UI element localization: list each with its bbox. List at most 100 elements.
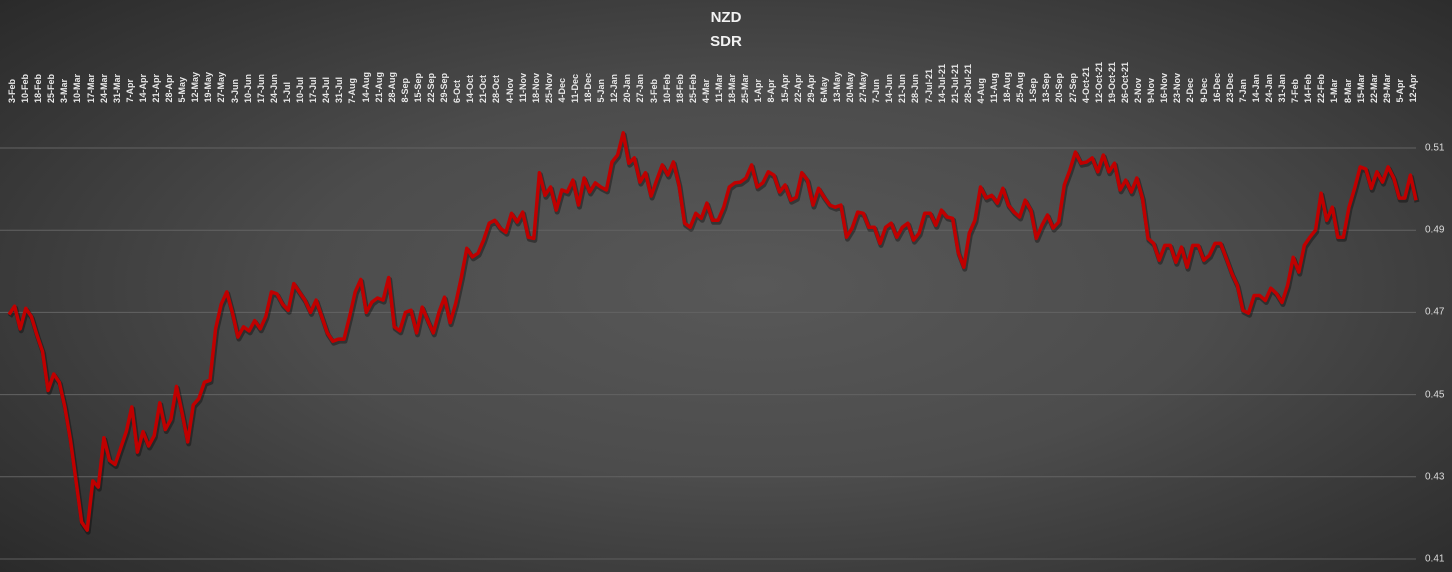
x-tick-label: 28-Oct (491, 74, 502, 103)
x-tick-label: 7-Jun (871, 78, 882, 103)
x-tick-label: 25-Feb (687, 73, 698, 103)
x-tick-label: 21-Oct (478, 74, 489, 103)
x-tick-label: 22-Sep (425, 73, 436, 103)
x-tick-label: 29-Mar (1381, 73, 1392, 103)
x-tick-label: 4-Aug (975, 77, 986, 104)
x-tick-label: 25-Aug (1015, 72, 1026, 103)
series-line (7, 131, 1418, 532)
x-tick-label: 11-Mar (714, 74, 725, 103)
x-tick-label: 14-Jan (1250, 74, 1261, 103)
x-tick-label: 31-Mar (111, 73, 122, 103)
x-tick-label: 7-Aug (347, 77, 358, 104)
x-tick-label: 28-Aug (386, 72, 397, 103)
x-tick-label: 27-Sep (1067, 73, 1078, 103)
x-tick-label: 16-Nov (1159, 72, 1170, 103)
x-tick-label: 27-May (858, 72, 869, 103)
x-tick-label: 1-Sep (1028, 78, 1039, 103)
x-tick-label: 17-Jun (255, 73, 266, 103)
x-tick-label: 20-Sep (1054, 73, 1065, 103)
x-tick-label: 17-Mar (85, 73, 96, 103)
x-tick-label: 17-Jul (308, 76, 319, 103)
x-tick-label: 24-Jan (1263, 74, 1274, 103)
x-tick-label: 19-May (203, 72, 214, 103)
x-tick-label: 8-Apr (766, 79, 777, 103)
x-tick-label: 9-Dec (1198, 78, 1209, 103)
series-line-shadow (7, 132, 1420, 535)
x-tick-label: 12-Jan (609, 74, 620, 103)
x-tick-label: 7-Jan (1237, 79, 1248, 103)
x-tick-label: 20-May (844, 72, 855, 103)
x-tick-label: 7-Apr (124, 79, 135, 103)
x-tick-label: 10-Jun (242, 73, 253, 103)
y-tick-label: 0.47 (1425, 306, 1445, 318)
x-tick-label: 28-Jul-21 (962, 63, 973, 103)
x-tick-label: 29-Sep (439, 73, 450, 103)
x-tick-label: 8-Sep (399, 78, 410, 103)
x-tick-label: 1-Jul (281, 81, 292, 103)
x-tick-label: 4-Nov (504, 77, 515, 103)
x-tick-label: 5-May (177, 77, 188, 103)
y-tick-label: 0.49 (1425, 224, 1445, 236)
x-tick-label: 21-Apr (151, 74, 162, 103)
x-tick-label: 14-Apr (137, 74, 148, 103)
x-tick-label: 25-Nov (543, 72, 554, 103)
x-tick-label: 2-Dec (1185, 78, 1196, 103)
x-tick-label: 11-Dec (570, 73, 581, 103)
x-tick-label: 14-Oct (465, 74, 476, 103)
x-tick-label: 7-Jul-21 (923, 68, 934, 103)
x-tick-label: 5-Jan (596, 79, 607, 103)
x-tick-label: 21-Jun (897, 73, 908, 103)
y-tick-label: 0.41 (1425, 553, 1445, 565)
x-tick-label: 25-Feb (46, 73, 57, 103)
x-tick-label: 18-Mar (727, 73, 738, 103)
x-tick-label: 22-Apr (792, 74, 803, 103)
x-tick-label: 10-Jul (295, 76, 306, 103)
x-tick-label: 3-Feb (648, 78, 659, 103)
x-tick-label: 27-Jan (635, 74, 646, 103)
x-tick-label: 24-Jun (268, 73, 279, 103)
x-tick-label: 10-Feb (20, 73, 31, 103)
x-tick-label: 18-Nov (530, 72, 541, 103)
x-tick-label: 10-Feb (661, 73, 672, 103)
x-tick-label: 11-Nov (517, 73, 528, 103)
x-tick-label: 13-May (831, 72, 842, 103)
x-tick-label: 3-Feb (7, 78, 17, 103)
x-tick-label: 21-Jul-21 (949, 63, 960, 103)
x-tick-label: 21-Aug (373, 72, 384, 103)
x-tick-label: 6-May (818, 77, 829, 103)
x-tick-label: 11-Aug (989, 72, 999, 103)
x-tick-label: 18-Aug (1002, 72, 1013, 103)
x-tick-label: 14-Jul-21 (936, 63, 947, 103)
chart-subtitle: SDR (710, 33, 742, 50)
x-tick-label: 19-Oct-21 (1106, 61, 1117, 103)
x-tick-label: 18-Feb (33, 73, 44, 103)
y-tick-label: 0.51 (1425, 142, 1445, 154)
x-tick-label: 10-Mar (72, 73, 83, 103)
x-tick-label: 4-Mar (700, 78, 711, 103)
x-tick-label: 12-Apr (1408, 74, 1418, 103)
x-tick-label: 27-May (216, 72, 227, 103)
x-tick-label: 14-Feb (1303, 73, 1314, 103)
x-tick-label: 28-Jun (910, 73, 921, 103)
x-tick-label: 31-Jan (1277, 74, 1288, 103)
x-tick-label: 14-Jun (884, 73, 895, 103)
x-tick-label: 31-Jul (334, 76, 345, 103)
chart-title: NZD (710, 9, 742, 26)
x-tick-label: 22-Mar (1368, 73, 1379, 103)
x-tick-label: 18-Dec (583, 73, 594, 103)
x-axis-labels: 3-Feb 10-Feb 18-Feb 25-Feb 3-Mar 10-Mar 17-Mar… (0, 58, 1452, 103)
x-tick-label: 7-Feb (1290, 78, 1301, 103)
x-tick-label: 3-Jun (229, 78, 240, 103)
x-tick-label: 23-Dec (1224, 73, 1235, 103)
x-tick-label: 20-Jan (622, 74, 633, 103)
x-tick-label: 18-Feb (674, 73, 685, 103)
x-tick-label: 6-Oct (452, 79, 463, 103)
x-tick-label: 13-Sep (1041, 73, 1052, 103)
x-tick-label: 1-Apr (753, 79, 764, 103)
x-tick-label: 24-Jul (321, 76, 332, 103)
x-tick-label: 15-Apr (779, 74, 790, 103)
x-tick-label: 28-Apr (164, 74, 175, 103)
x-tick-label: 16-Dec (1211, 73, 1222, 103)
x-tick-label: 25-Mar (740, 73, 751, 103)
